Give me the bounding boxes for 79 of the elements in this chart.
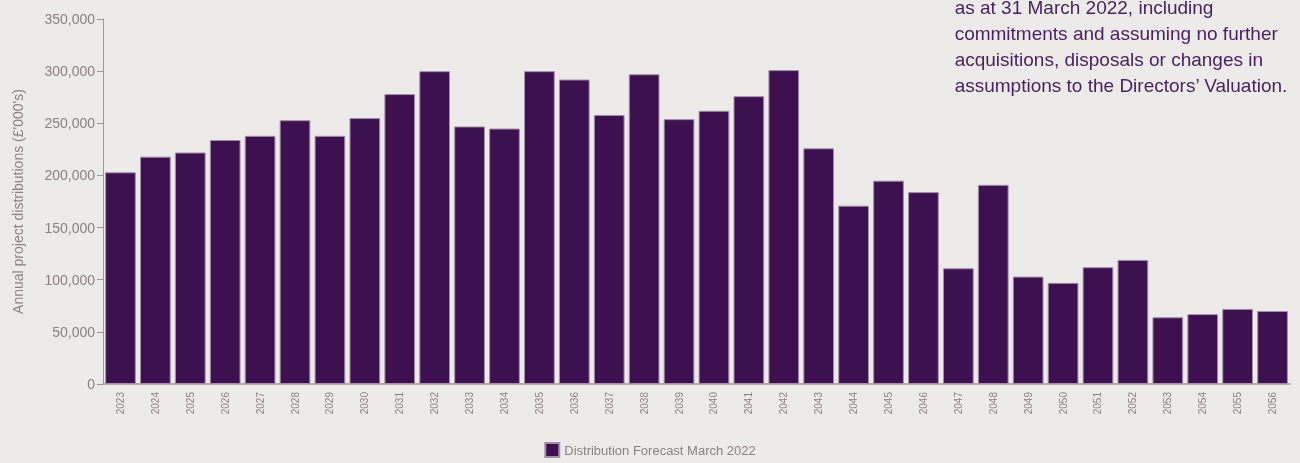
bar (454, 126, 485, 384)
x-tick-label: 2039 (673, 391, 685, 415)
bar (698, 110, 730, 384)
bar (977, 184, 1009, 384)
bar (1082, 267, 1114, 384)
x-tick-label: 2023 (114, 391, 126, 415)
x-tick-label: 2053 (1162, 391, 1174, 415)
x-tick-label: 2034 (498, 391, 510, 415)
x-tick-label: 2038 (638, 391, 650, 415)
bar (1152, 317, 1184, 384)
bar (663, 119, 695, 384)
bar (279, 120, 311, 384)
x-tick-label: 2028 (289, 391, 301, 415)
bar (628, 74, 660, 384)
bar (908, 192, 939, 384)
x-tick-label: 2049 (1022, 391, 1034, 415)
x-tick-label: 2036 (568, 391, 580, 415)
x-tick-label: 2040 (708, 391, 720, 415)
bar (105, 172, 136, 384)
y-tick-label: 200,000 (44, 167, 96, 184)
bar (1257, 311, 1288, 384)
bar (349, 118, 381, 384)
annotation: as at 31 March 2022, including commitments and assuming no further acquisitions, disposals or changes in assumptions to the Directors’ Valuation. (954, 0, 1288, 96)
bar (314, 135, 346, 384)
bar (244, 135, 276, 384)
x-tick-label: 2045 (883, 391, 895, 415)
bar (174, 152, 206, 384)
y-tick-label: 150,000 (44, 219, 96, 236)
x-tick-label: 2048 (987, 391, 999, 415)
bar (1012, 276, 1044, 384)
bar (558, 79, 590, 384)
bar (140, 156, 171, 384)
x-tick-label: 2043 (813, 391, 825, 415)
y-tick-label: 0 (87, 376, 96, 392)
bar (384, 94, 416, 384)
bar (733, 96, 765, 384)
bar (1187, 314, 1219, 384)
x-tick-label: 2046 (917, 391, 929, 415)
x-tick-label: 2050 (1057, 391, 1069, 415)
x-tick-label: 2026 (219, 391, 231, 415)
bar (838, 205, 869, 384)
bar (873, 180, 904, 384)
x-tick-label: 2037 (603, 391, 615, 415)
bar (209, 139, 241, 384)
x-tick-label: 2041 (743, 391, 755, 415)
legend-label: Distribution Forecast March 2022 (564, 442, 756, 458)
bar (524, 71, 555, 384)
x-tick-label: 2055 (1232, 391, 1244, 415)
x-tick-label: 2052 (1127, 391, 1139, 415)
x-tick-label: 2056 (1267, 391, 1279, 415)
bar (1047, 282, 1079, 384)
bar (1222, 308, 1253, 384)
bar (593, 114, 625, 384)
x-tick-label: 2042 (778, 391, 790, 415)
x-tick-label: 2032 (429, 391, 441, 415)
x-tick-label: 2054 (1197, 391, 1209, 415)
y-tick-label: 100,000 (44, 271, 96, 288)
y-tick-label: 300,000 (44, 63, 96, 80)
bar (768, 70, 800, 384)
x-tick-label: 2027 (254, 391, 266, 415)
y-tick-label: 50,000 (52, 323, 96, 340)
x-tick-label: 2051 (1092, 391, 1104, 415)
x-tick-label: 2030 (359, 391, 371, 415)
x-tick-label: 2044 (848, 391, 860, 415)
y-tick-label: 250,000 (44, 115, 96, 132)
y-axis-title: Annual project distributions (£'000's) (10, 89, 26, 314)
y-tick-label: 350,000 (44, 11, 96, 27)
bar (942, 268, 974, 384)
x-tick-label: 2024 (149, 391, 161, 415)
x-tick-label: 2047 (952, 391, 964, 415)
x-tick-label: 2035 (533, 391, 545, 415)
bar (803, 148, 835, 384)
bar (419, 71, 451, 384)
x-tick-label: 2025 (184, 391, 196, 415)
x-tick-label: 2031 (394, 391, 406, 415)
bar (1117, 259, 1149, 384)
x-tick-label: 2033 (464, 391, 476, 415)
x-tick-label: 2029 (324, 391, 336, 415)
bar (489, 128, 520, 384)
